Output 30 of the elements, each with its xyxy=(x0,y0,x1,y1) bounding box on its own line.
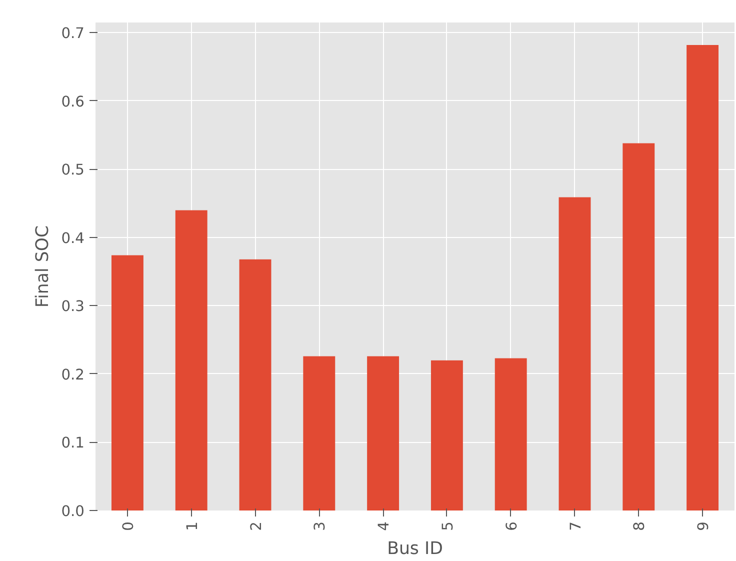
y-tick-label: 0.0 xyxy=(61,503,85,520)
y-tick-label: 0.3 xyxy=(61,298,85,316)
bar xyxy=(111,255,144,510)
bar xyxy=(239,259,272,510)
y-tick-label: 0.6 xyxy=(61,93,85,110)
x-tick-label: 8 xyxy=(631,521,648,531)
bar xyxy=(430,360,463,510)
x-tick-label: 0 xyxy=(120,521,137,531)
x-tick-label: 1 xyxy=(184,521,201,531)
bar xyxy=(303,356,336,510)
x-tick-label: 2 xyxy=(248,521,265,531)
bar xyxy=(367,356,400,510)
x-tick-label: 5 xyxy=(439,521,456,531)
x-tick-label: 7 xyxy=(567,521,584,531)
bar xyxy=(494,358,527,510)
y-tick-label: 0.4 xyxy=(61,230,85,247)
y-axis-title: Final SOC xyxy=(33,225,54,308)
bar xyxy=(558,197,591,510)
bar xyxy=(175,210,208,510)
bar xyxy=(686,45,719,510)
y-tick-label: 0.2 xyxy=(61,366,85,384)
x-axis-title: Bus ID xyxy=(387,538,443,559)
x-tick-label: 9 xyxy=(695,521,712,531)
y-tick-label: 0.1 xyxy=(61,434,85,452)
x-tick-label: 4 xyxy=(376,521,393,531)
y-tick-label: 0.5 xyxy=(61,162,85,179)
bar xyxy=(622,143,655,510)
y-tick-label: 0.7 xyxy=(61,25,85,42)
x-tick-label: 3 xyxy=(312,521,329,531)
x-tick-label: 6 xyxy=(503,521,520,531)
